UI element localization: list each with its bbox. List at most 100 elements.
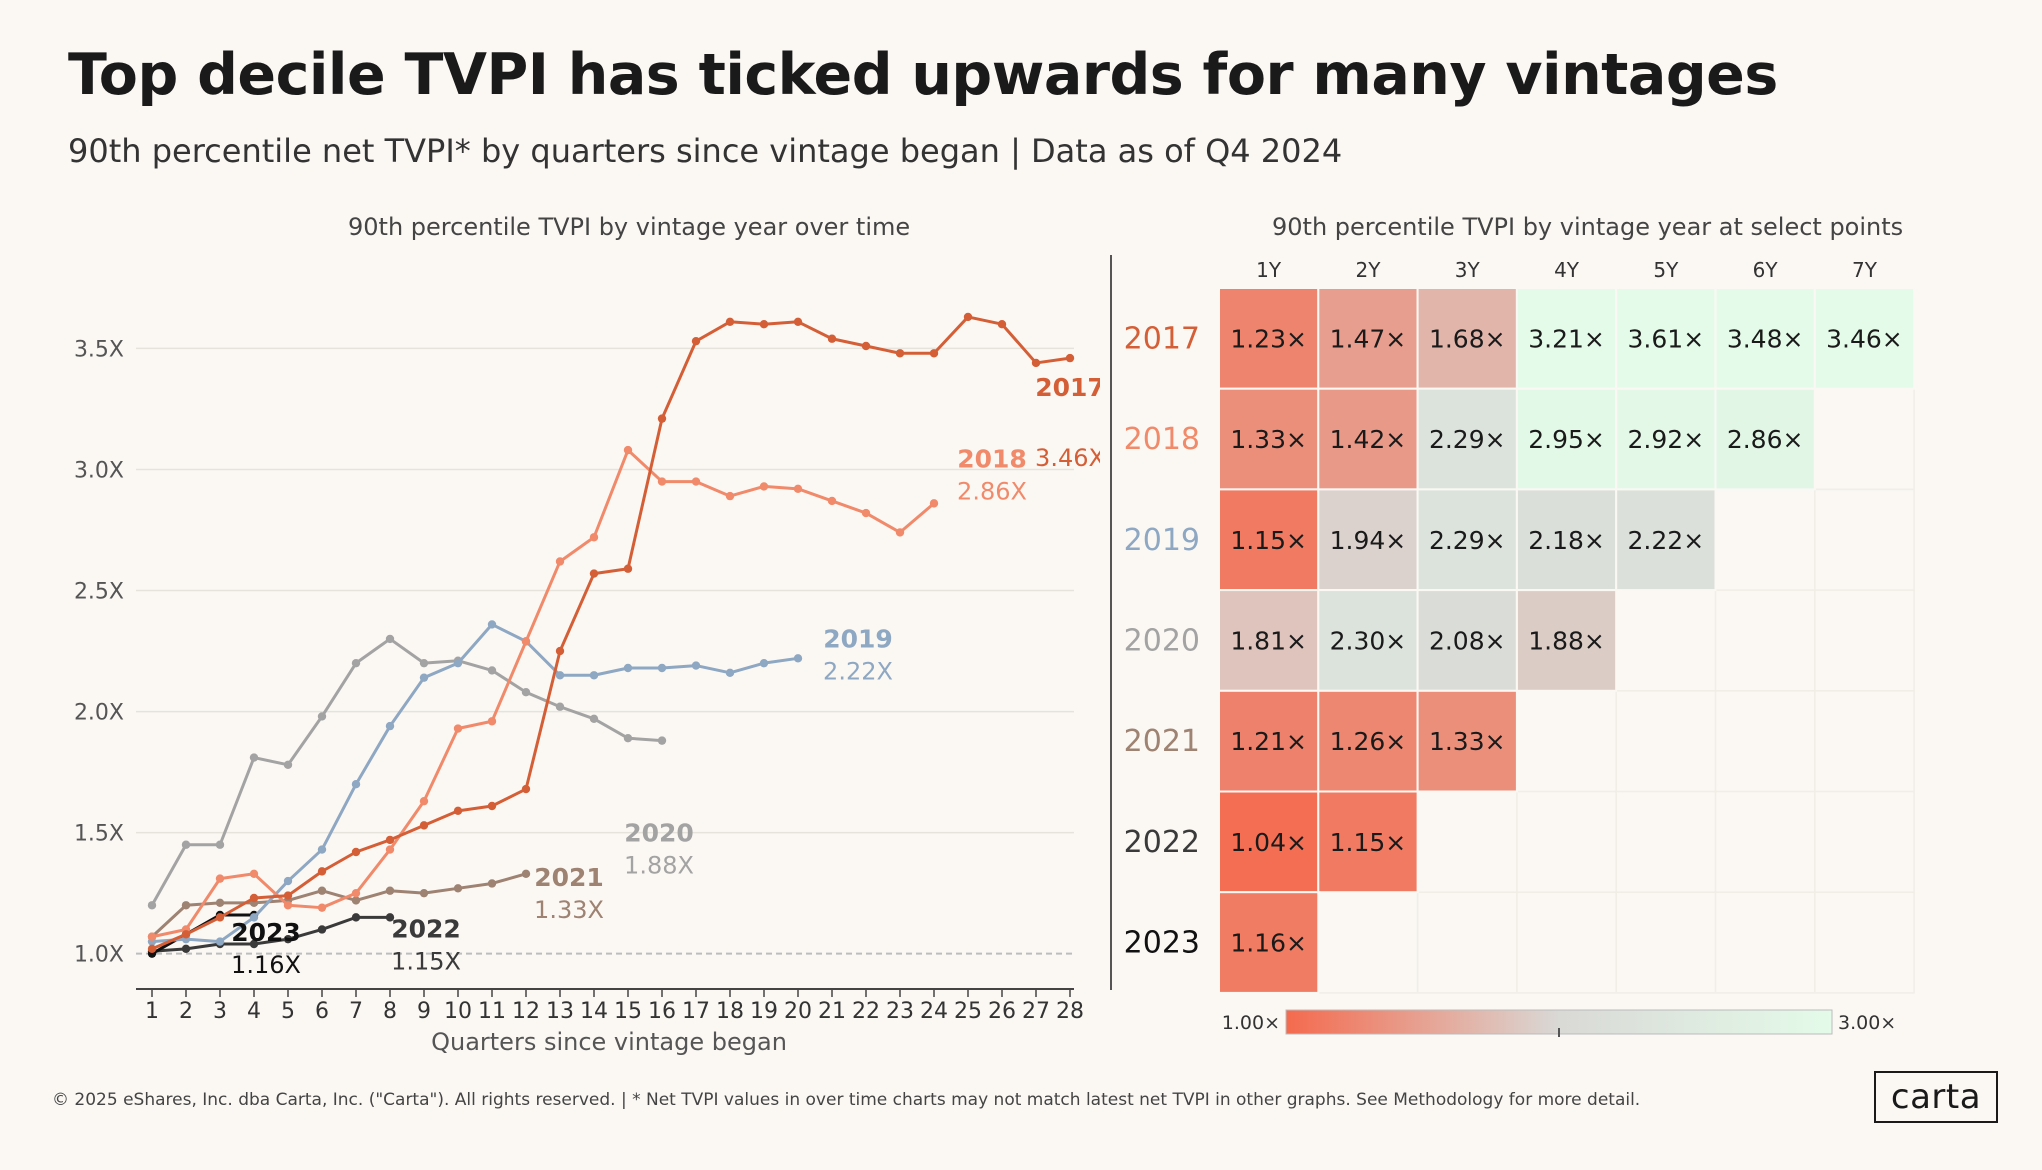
empty-cell [1615,790,1717,893]
series-label-2019: 2019 [823,624,893,653]
x-tick-label: 24 [920,999,948,1024]
data-point-2019 [759,658,769,668]
data-point-2017 [283,891,293,900]
heatmap-cell [1416,287,1518,390]
data-point-2019 [623,663,633,673]
data-point-2018 [861,508,871,518]
heatmap-cell [1416,689,1518,793]
data-point-2021 [453,884,463,893]
data-point-2017 [181,930,191,939]
heatmap-chart: 1Y 2Y 3Y 4Y 5Y 6Y 7Y 2017 1.23× 1.47× 1.68× 3.21× 3.… [1124,258,1916,1037]
row-label-2023: 2023 [1124,926,1200,961]
data-point-2018 [453,724,463,733]
empty-cell [1317,891,1419,994]
page-subtitle: 90th percentile net TVPI* by quarters si… [68,132,1343,170]
heatmap-cell-value: 2.95× [1528,425,1605,454]
empty-cell [1814,790,1915,893]
data-point-2019 [283,876,293,886]
series-label-2022: 2022 [391,914,461,943]
x-tick-label: 18 [716,999,744,1024]
data-point-2017 [453,806,463,816]
data-point-2019 [385,721,395,731]
data-point-2019 [215,937,225,946]
heatmap-cell-value: 1.42× [1330,425,1407,454]
carta-logo: carta [1874,1071,1998,1123]
x-tick-label: 27 [1022,999,1050,1024]
column-header: 7Y [1852,258,1878,282]
data-point-2021 [385,886,395,895]
empty-cell [1416,891,1518,994]
heatmap-cell-value: 1.23× [1230,324,1307,353]
empty-cell [1615,690,1717,793]
data-point-2020 [249,753,259,762]
data-point-2017 [929,349,939,358]
heatmap-cell [1317,790,1419,894]
empty-cell [1714,790,1816,893]
heatmap-cell [1317,689,1419,793]
data-point-2017 [725,317,735,326]
data-point-2017 [215,913,225,922]
y-tick-label: 2.5X [74,580,124,605]
data-point-2017 [793,317,803,326]
data-point-2019 [589,671,599,680]
data-point-2018 [657,477,667,486]
data-point-2021 [351,896,361,905]
data-point-2017 [623,564,633,573]
heatmap-cell [1515,488,1618,592]
x-tick-label: 14 [580,999,608,1024]
data-point-2018 [691,477,701,486]
column-header: 2Y [1355,258,1381,282]
column-header: 6Y [1753,258,1779,282]
heatmap-cell-value: 3.46× [1826,324,1903,353]
data-point-2018 [419,796,429,806]
heatmap-cell-value: 2.18× [1528,526,1605,555]
row-label-2022: 2022 [1124,825,1200,860]
data-point-2019 [487,620,497,629]
empty-cell [1615,891,1717,994]
heatmap-cell [1317,589,1419,692]
data-point-2020 [283,760,293,770]
heatmap-cell-value: 1.26× [1330,727,1407,756]
heatmap-cell [1218,488,1320,592]
data-point-2018 [487,717,497,726]
x-tick-label: 26 [988,999,1016,1024]
data-point-2020 [317,712,327,721]
column-header: 3Y [1455,258,1481,282]
heatmap-cell-value: 1.33× [1429,727,1506,756]
data-point-2019 [657,663,667,673]
x-tick-label: 5 [281,999,295,1024]
series-line-2021 [150,872,527,938]
color-scale-min-label: 1.00× [1222,1012,1280,1034]
x-tick-label: 15 [614,999,642,1024]
data-point-2017 [861,341,871,351]
data-point-2017 [487,801,497,811]
x-tick-label: 20 [784,999,812,1024]
data-point-2017 [691,336,701,346]
heatmap-cell [1615,488,1717,592]
panel-divider [1110,255,1112,990]
line-chart-title: 90th percentile TVPI by vintage year ove… [348,213,911,241]
data-point-2019 [725,668,735,678]
x-tick-label: 12 [512,999,540,1024]
series-label-2023: 2023 [231,918,301,947]
x-tick-label: 13 [546,999,574,1024]
heatmap-cell-value: 1.81× [1230,626,1307,655]
data-point-2017 [419,821,429,830]
x-tick-label: 9 [417,999,431,1024]
empty-cell [1814,387,1915,491]
empty-cell [1814,589,1915,692]
series-value-label-2020: 1.88X [624,852,694,880]
series-label-2017: 2017 [1035,373,1100,402]
footnote: © 2025 eShares, Inc. dba Carta, Inc. ("C… [52,1090,1641,1110]
data-point-2020 [589,714,599,724]
data-point-2020 [351,658,361,668]
data-point-2017 [759,320,769,329]
empty-cell [1714,488,1816,591]
column-header: 1Y [1256,258,1282,282]
empty-cell [1814,488,1915,591]
heatmap-cell-value: 1.33× [1230,425,1307,454]
data-point-2017 [997,320,1007,329]
empty-cell [1714,891,1816,994]
heatmap-cell-value: 3.61× [1628,324,1705,353]
series-label-2021: 2021 [534,863,604,892]
